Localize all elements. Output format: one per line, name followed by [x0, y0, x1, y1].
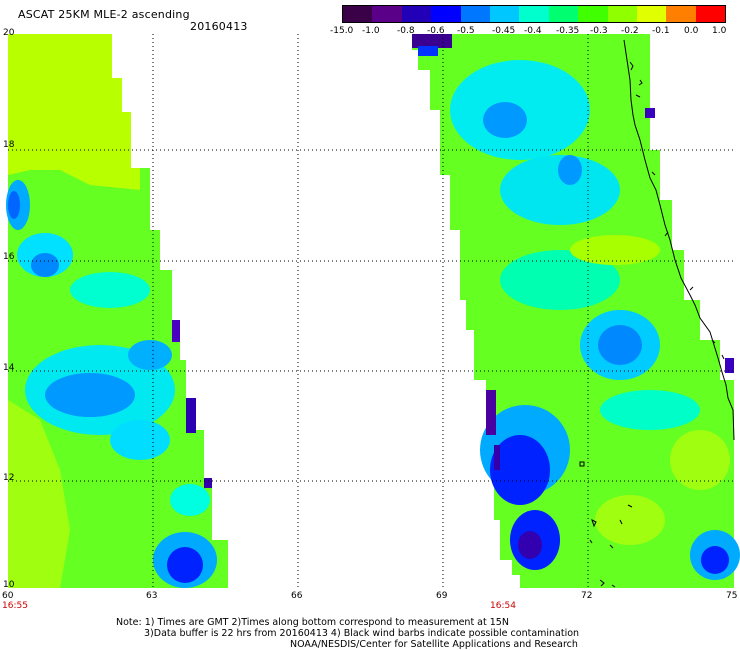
colorbar-label: -0.3	[590, 26, 608, 36]
colorbar-swatch	[636, 6, 667, 22]
y-tick-label: 10	[3, 580, 15, 590]
footer-credit: NOAA/NESDIS/Center for Satellite Applica…	[290, 639, 578, 650]
coastline-detail	[629, 61, 725, 360]
pass-time-left: 16:55	[2, 601, 28, 611]
y-tick-label: 12	[3, 473, 15, 483]
colorbar-label: -0.4	[524, 26, 542, 36]
coastline	[623, 39, 735, 441]
colorbar-swatch	[695, 6, 726, 22]
x-tick-label: 66	[291, 591, 303, 601]
x-tick-label: 69	[436, 591, 448, 601]
left-swath	[6, 34, 228, 588]
islands	[579, 461, 633, 588]
colorbar-label: -0.45	[492, 26, 516, 36]
colorbar-label: -1.0	[362, 26, 380, 36]
colorbar-swatch	[489, 6, 520, 22]
map-date: 20160413	[190, 20, 248, 33]
colorbar-label: -0.5	[457, 26, 475, 36]
y-tick-label: 20	[3, 28, 15, 38]
colorbar	[342, 5, 726, 23]
right-swath	[412, 34, 740, 588]
colorbar-label: 1.0	[712, 26, 727, 36]
colorbar-swatch	[607, 6, 637, 22]
colorbar-label: 0.0	[684, 26, 699, 36]
colorbar-swatch	[666, 6, 696, 22]
footer-note-1: Note: 1) Times are GMT 2)Times along bot…	[116, 617, 509, 628]
colorbar-label: -15.0	[330, 26, 354, 36]
pass-time-right: 16:54	[490, 601, 516, 611]
y-tick-label: 14	[3, 363, 15, 373]
map-title: ASCAT 25KM MLE-2 ascending	[18, 8, 190, 21]
colorbar-labels: -15.0 -1.0 -0.8 -0.6 -0.5 -0.45 -0.4 -0.…	[0, 26, 740, 38]
x-tick-label: 75	[726, 591, 738, 601]
colorbar-label: -0.1	[652, 26, 670, 36]
colorbar-label: -0.2	[621, 26, 639, 36]
colorbar-swatch	[519, 6, 549, 22]
colorbar-swatch	[460, 6, 490, 22]
footer-note-2: 3)Data buffer is 22 hrs from 20160413 4)…	[144, 628, 580, 639]
colorbar-swatch	[343, 6, 373, 22]
colorbar-swatch	[372, 6, 402, 22]
colorbar-label: -0.35	[556, 26, 580, 36]
x-tick-label: 60	[2, 591, 14, 601]
colorbar-swatch	[548, 6, 579, 22]
colorbar-label: -0.6	[427, 26, 445, 36]
colorbar-swatch	[431, 6, 461, 22]
x-tick-label: 63	[146, 591, 158, 601]
y-tick-label: 18	[3, 140, 15, 150]
colorbar-swatch	[578, 6, 608, 22]
y-tick-label: 16	[3, 252, 15, 262]
x-tick-label: 72	[581, 591, 593, 601]
colorbar-swatch	[401, 6, 432, 22]
grid-lines	[8, 34, 734, 588]
colorbar-label: -0.8	[397, 26, 415, 36]
